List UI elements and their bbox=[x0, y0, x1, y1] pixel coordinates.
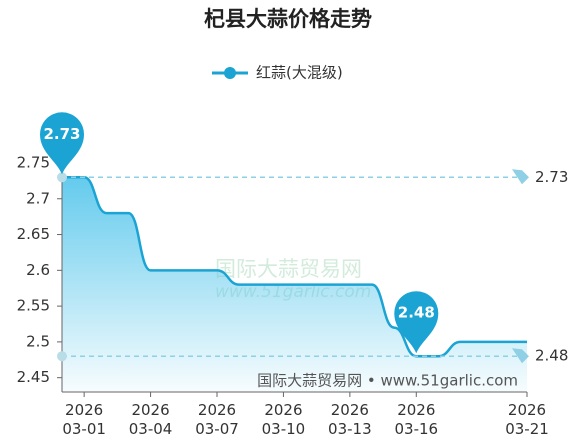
x-tick-label: 2026 03-16 bbox=[394, 401, 439, 438]
x-tick-label: 2026 03-21 bbox=[505, 401, 549, 438]
line bbox=[61, 176, 527, 358]
x-tick-label: 2026 03-04 bbox=[128, 401, 173, 438]
y-tick-label: 2.45 bbox=[17, 368, 50, 386]
chart-title: 杞县大蒜价格走势 bbox=[204, 7, 372, 31]
pin bbox=[40, 112, 84, 175]
y-tick-label: 2.55 bbox=[17, 297, 50, 315]
y-tick-label: 2.5 bbox=[26, 332, 50, 350]
pin bbox=[394, 291, 439, 354]
x-tick-label: 2026 03-07 bbox=[195, 401, 239, 438]
x-tick-label: 2026 03-13 bbox=[328, 401, 372, 438]
mark-arrow bbox=[512, 348, 529, 364]
footer-watermark: 国际大蒜贸易网 • www.51garlic.com bbox=[257, 372, 518, 390]
x-tick-label: 2026 03-01 bbox=[62, 401, 106, 438]
y-tick-label: 2.75 bbox=[17, 153, 50, 171]
pin-label: 2.73 bbox=[43, 125, 80, 143]
legend-label: 红蒜(大混级) bbox=[256, 64, 343, 82]
y-tick-label: 2.7 bbox=[26, 189, 50, 207]
mark-line-label: 2.48 bbox=[535, 347, 568, 365]
y-tick-label: 2.65 bbox=[17, 225, 50, 243]
mark-line-label: 2.73 bbox=[535, 168, 568, 186]
mark-start bbox=[57, 172, 67, 183]
pin-label: 2.48 bbox=[398, 304, 435, 322]
legend-marker bbox=[224, 67, 236, 79]
x-tick-label: 2026 03-10 bbox=[261, 401, 306, 438]
watermark: 国际大蒜贸易网 bbox=[215, 257, 362, 281]
mark-start bbox=[57, 351, 67, 362]
y-tick-label: 2.6 bbox=[26, 261, 50, 279]
mark-arrow bbox=[512, 169, 529, 185]
